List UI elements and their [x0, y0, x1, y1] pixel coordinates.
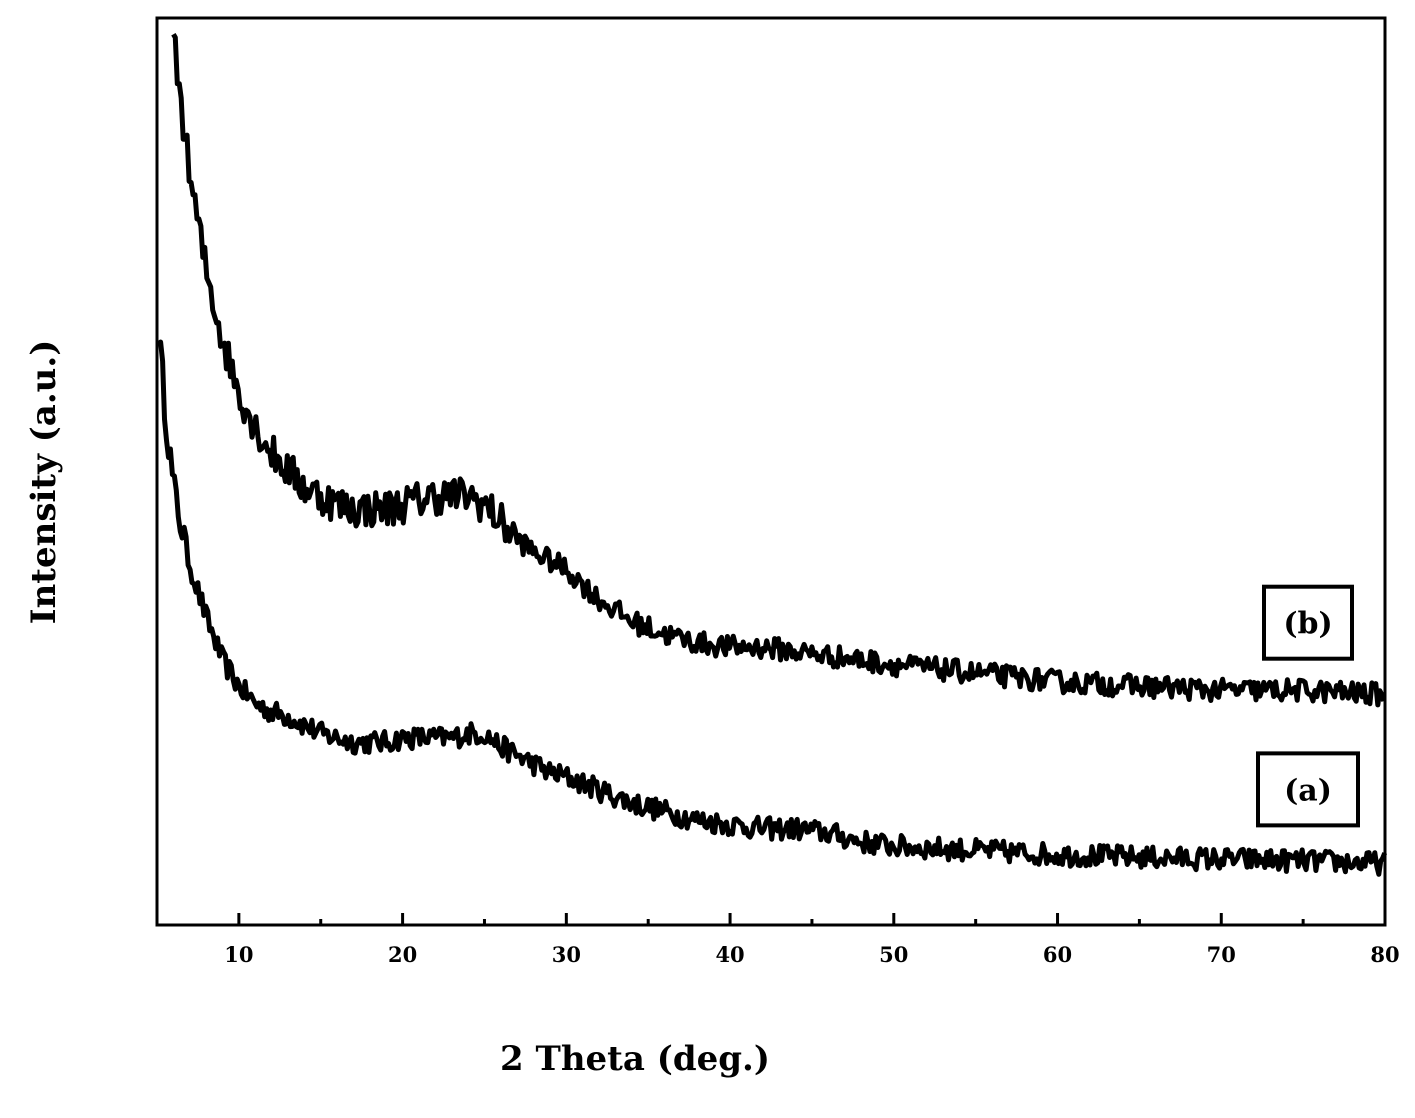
x-tick-label: 30: [552, 942, 581, 967]
label-box: [1256, 751, 1360, 828]
x-tick-label: 60: [1043, 942, 1072, 967]
series-a-label: (a): [1256, 751, 1360, 828]
label-text: (a): [1284, 773, 1332, 808]
label-box: [1262, 584, 1354, 661]
plot-area-frame: [155, 16, 1387, 927]
series-line: [171, 32, 1387, 708]
x-tick-label: 20: [388, 942, 417, 967]
series-a-trace: [156, 339, 1388, 877]
x-axis-ticks: 10 20 30 40 50 60 70 80: [155, 913, 1400, 967]
y-axis-title: Intensity (a.u.): [24, 340, 64, 625]
x-tick-label: 40: [715, 942, 744, 967]
x-tick-label: 50: [879, 942, 908, 967]
series-labels: (a) (b): [1256, 584, 1360, 828]
label-text: (b): [1283, 607, 1332, 642]
series-b-trace: [171, 32, 1387, 708]
series-layer: [156, 32, 1388, 877]
x-tick-label: 10: [224, 942, 253, 967]
x-tick-label: 70: [1207, 942, 1236, 967]
x-tick-label: 80: [1370, 942, 1399, 967]
x-axis-title: 2 Theta (deg.): [500, 1039, 770, 1079]
series-line: [156, 339, 1388, 877]
series-b-label: (b): [1262, 584, 1354, 661]
